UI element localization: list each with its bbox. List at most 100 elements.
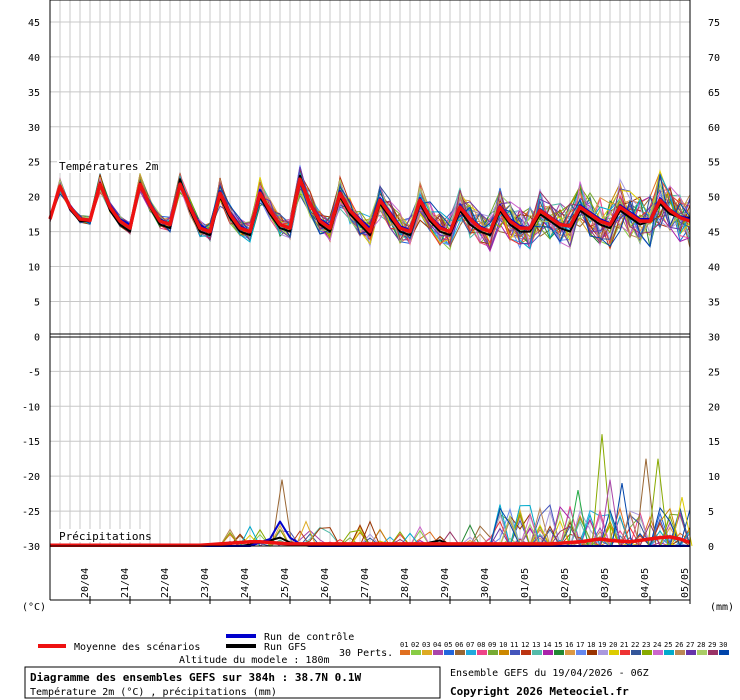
precip-spike — [567, 490, 589, 547]
x-tick-label: 03/05 — [600, 568, 611, 598]
left-tick-label: 10 — [28, 263, 40, 274]
x-tick-label: 02/05 — [560, 568, 571, 598]
pert-color-swatch — [664, 650, 674, 655]
left-tick-label: 25 — [28, 158, 40, 169]
x-axis-labels: 20/04 21/04 22/04 23/04 24/04 25/04 26/04 27/04… — [80, 568, 691, 604]
x-tick-label: 28/04 — [400, 568, 411, 598]
pert-number: 03 — [422, 641, 430, 649]
pert-color-swatch — [719, 650, 729, 655]
pert-color-swatch — [609, 650, 619, 655]
pert-color-swatch — [642, 650, 652, 655]
pert-number: 15 — [554, 641, 562, 649]
left-tick-label: 30 — [28, 123, 40, 134]
x-tick-label: 29/04 — [440, 568, 451, 598]
pert-color-swatch — [400, 650, 410, 655]
right-tick-label: 40 — [708, 263, 720, 274]
pert-color-swatch — [708, 650, 718, 655]
pert-number: 07 — [466, 641, 474, 649]
x-tick-label: 24/04 — [240, 568, 251, 598]
pert-number: 21 — [620, 641, 628, 649]
pert-number: 11 — [510, 641, 518, 649]
pert-color-swatch — [543, 650, 553, 655]
pert-number: 18 — [587, 641, 595, 649]
pert-number: 24 — [653, 641, 661, 649]
x-tick-label: 30/04 — [480, 568, 491, 598]
pert-number: 17 — [576, 641, 584, 649]
pert-color-swatch — [697, 650, 707, 655]
right-tick-label: 70 — [708, 53, 720, 64]
precip-panel-label: Précipitations — [59, 530, 152, 543]
perturbation-legend: 01 02 03 04 05 06 07 08 09 10 11 12 13 14 15 16 17 18 19 20… — [400, 641, 729, 655]
pert-color-swatch — [477, 650, 487, 655]
pert-color-swatch — [422, 650, 432, 655]
pert-number: 08 — [477, 641, 485, 649]
left-tick-label: -30 — [22, 542, 40, 553]
run-info: Ensemble GEFS du 19/04/2026 - 06Z — [450, 668, 649, 679]
altitude-label: Altitude du modele : 180m — [179, 655, 330, 666]
pert-color-swatch — [510, 650, 520, 655]
x-tick-label: 01/05 — [520, 568, 531, 598]
x-tick-label: 23/04 — [200, 568, 211, 598]
right-tick-label: 50 — [708, 193, 720, 204]
footer-box — [24, 666, 441, 699]
pert-number: 26 — [675, 641, 683, 649]
pert-color-swatch — [532, 650, 542, 655]
temp-panel-label: Températures 2m — [59, 160, 159, 173]
left-axis-unit: (°C) — [22, 602, 46, 613]
right-tick-label: 65 — [708, 88, 720, 99]
pert-color-swatch — [686, 650, 696, 655]
x-tick-label: 05/05 — [680, 568, 691, 598]
control-legend-label: Run de contrôle — [264, 631, 354, 643]
temp-label-bg — [57, 160, 152, 173]
right-axis-unit: (mm) — [710, 602, 734, 613]
right-tick-label: 0 — [708, 542, 714, 553]
pert-color-swatch — [466, 650, 476, 655]
right-tick-label: 10 — [708, 472, 720, 483]
precip-spike — [647, 458, 669, 547]
left-tick-label: 20 — [28, 193, 40, 204]
pert-number: 30 — [719, 641, 727, 649]
pert-color-swatch — [675, 650, 685, 655]
pert-color-swatch — [598, 650, 608, 655]
precip-spike — [671, 496, 693, 547]
pert-color-swatch — [488, 650, 498, 655]
pert-number: 27 — [686, 641, 694, 649]
precip-spike — [611, 483, 633, 547]
pert-number: 19 — [598, 641, 606, 649]
x-tick-label: 26/04 — [320, 568, 331, 598]
left-tick-label: 0 — [34, 332, 40, 343]
right-tick-label: 25 — [708, 367, 720, 378]
right-tick-label: 5 — [708, 507, 714, 518]
pert-color-swatch — [631, 650, 641, 655]
footer-subtitle: Température 2m (°C) , précipitations (mm… — [30, 686, 277, 698]
pert-color-swatch — [620, 650, 630, 655]
pert-number: 13 — [532, 641, 540, 649]
precip-mean-line — [50, 535, 691, 548]
pert-color-swatch — [499, 650, 509, 655]
pert-number: 28 — [697, 641, 705, 649]
x-tick-label: 20/04 — [80, 568, 91, 598]
pert-color-swatch — [554, 650, 564, 655]
right-tick-label: 30 — [708, 332, 720, 343]
x-tick-label: 27/04 — [360, 568, 371, 598]
pert-color-swatch — [587, 650, 597, 655]
x-tick-label: 25/04 — [280, 568, 291, 598]
left-tick-label: -20 — [22, 472, 40, 483]
copyright: Copyright 2026 Meteociel.fr — [450, 685, 629, 698]
pert-number: 04 — [433, 641, 441, 649]
pert-number: 10 — [499, 641, 507, 649]
pert-number: 12 — [521, 641, 529, 649]
right-tick-label: 60 — [708, 123, 720, 134]
left-tick-label: -5 — [28, 367, 40, 378]
pert-color-swatch — [653, 650, 663, 655]
pert-color-swatch — [455, 650, 465, 655]
right-tick-label: 55 — [708, 158, 720, 169]
pert-number: 09 — [488, 641, 496, 649]
gfs-legend-label: Run GFS — [264, 642, 306, 653]
pert-color-swatch — [565, 650, 575, 655]
perts-label: 30 Perts. — [339, 648, 393, 659]
pert-number: 16 — [565, 641, 573, 649]
temp-mean-line — [48, 177, 691, 234]
right-tick-label: 45 — [708, 228, 720, 239]
